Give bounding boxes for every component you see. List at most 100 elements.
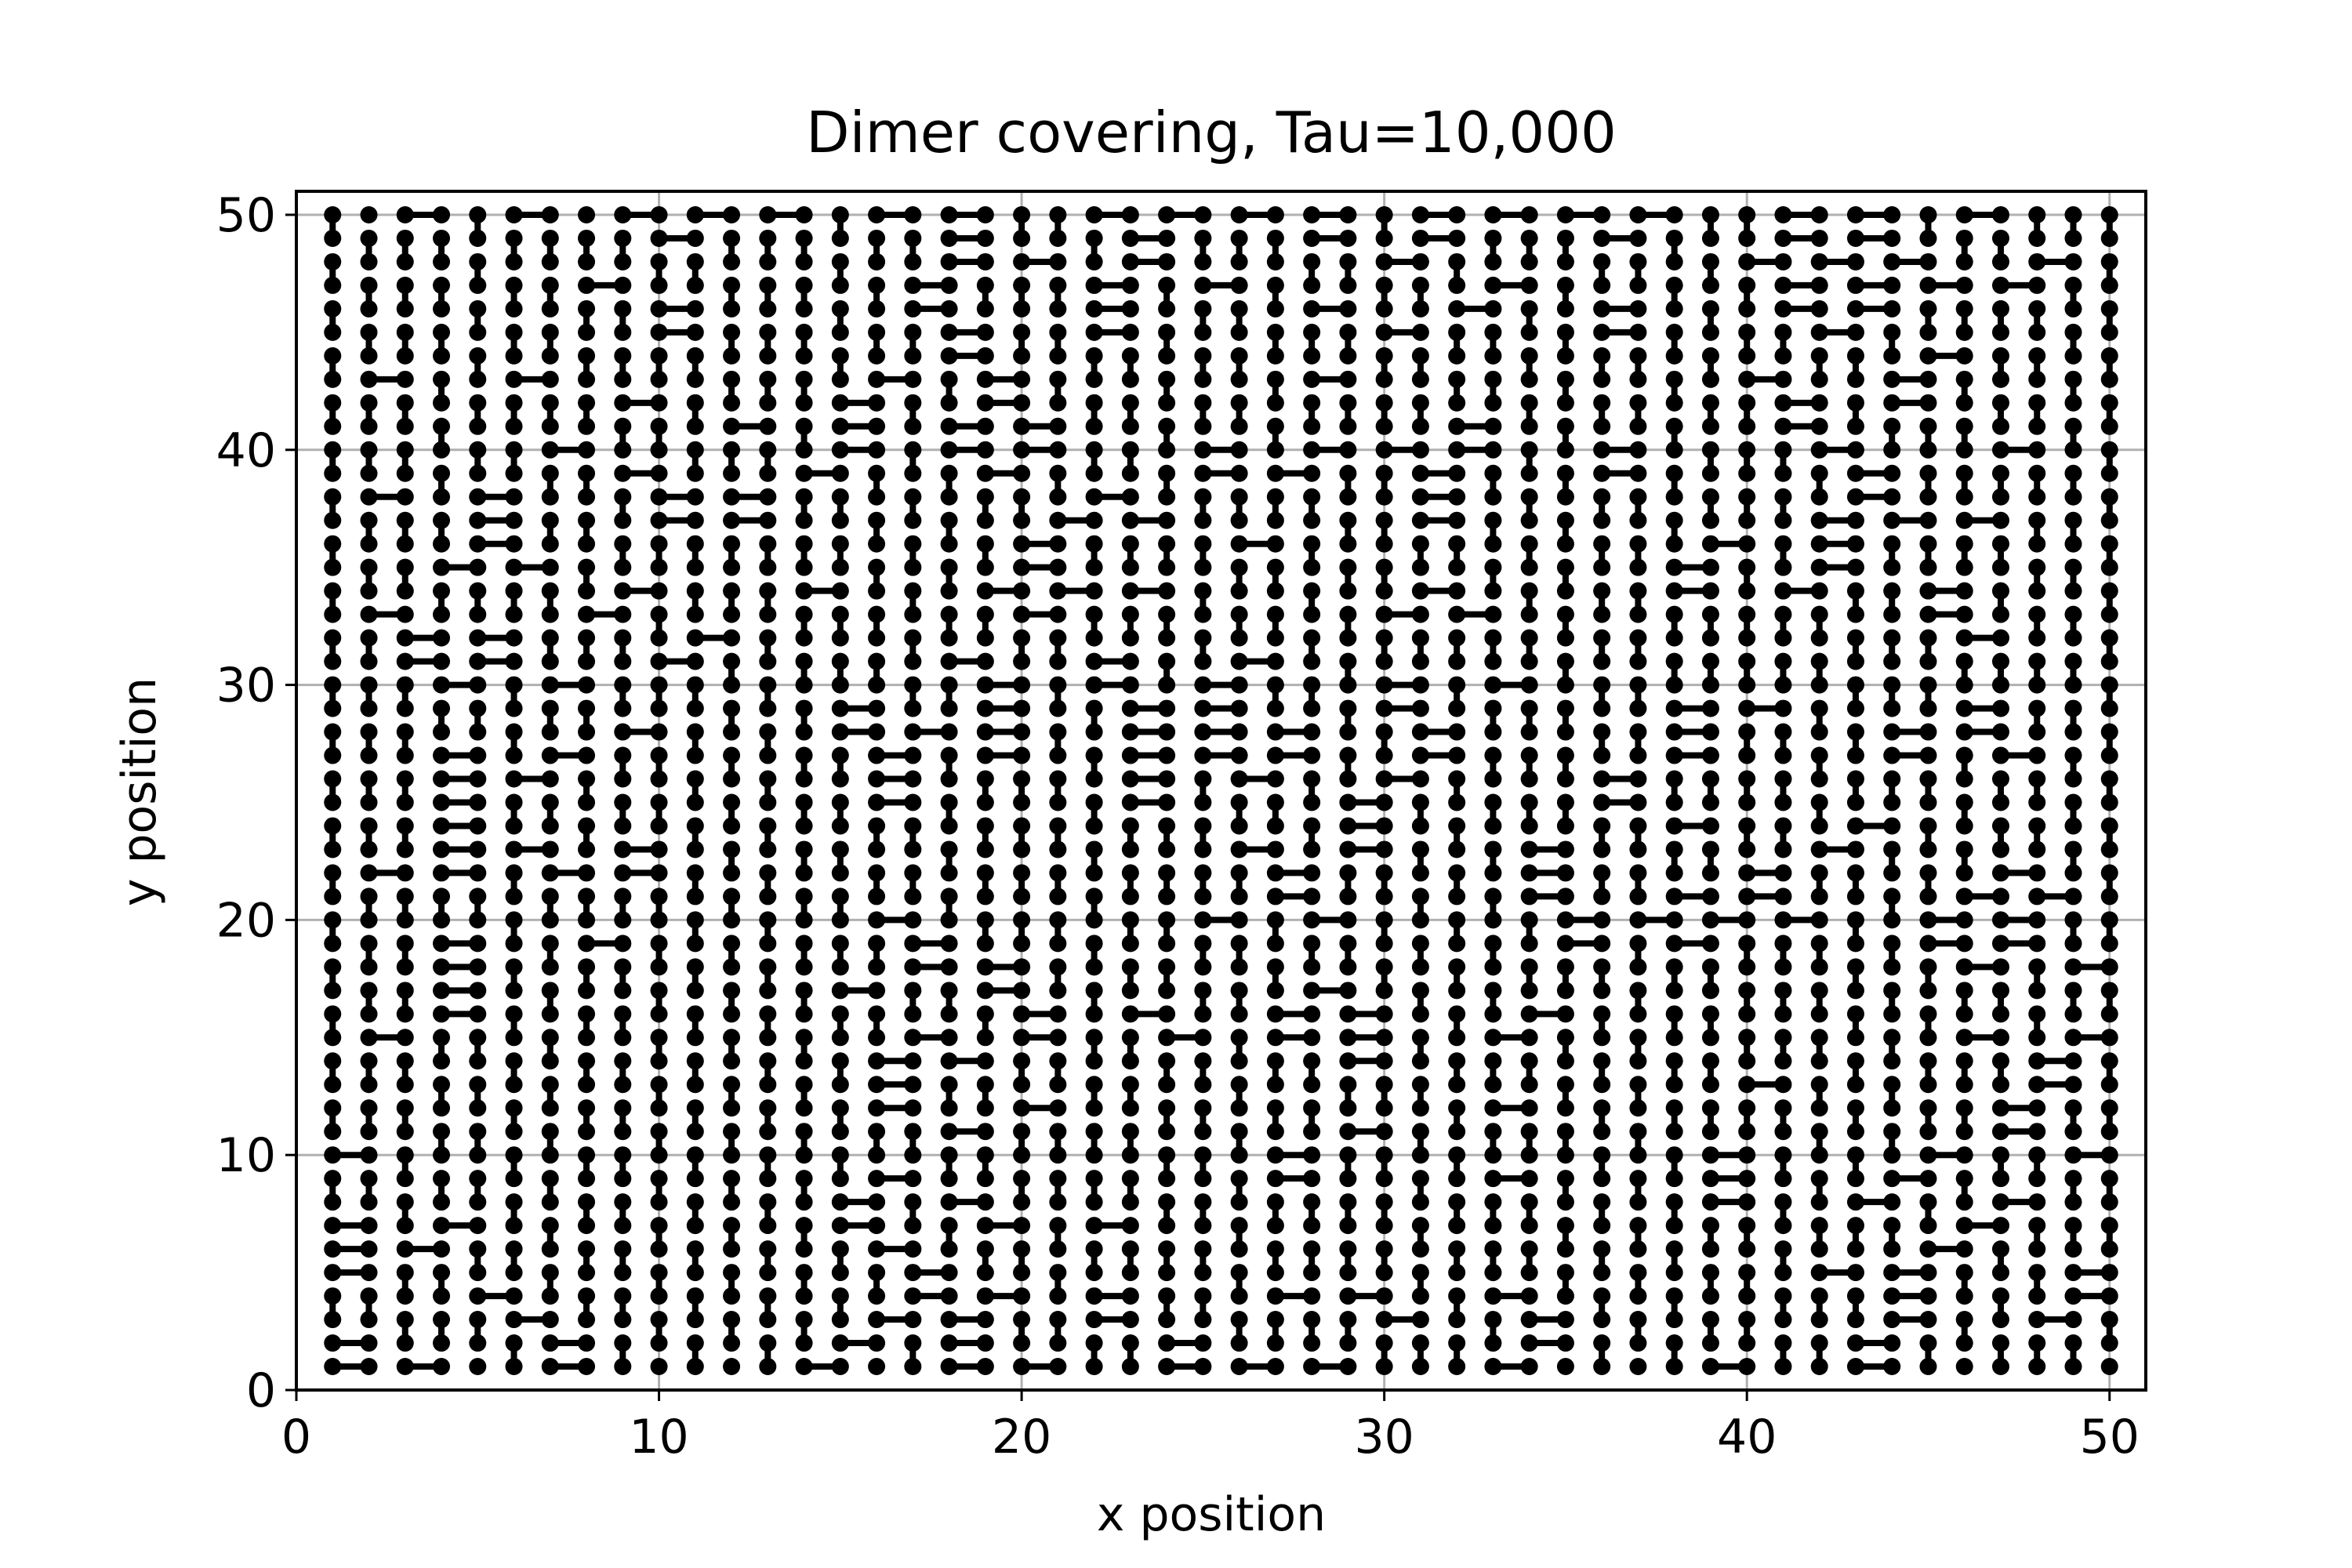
- lattice-point: [795, 1170, 813, 1188]
- lattice-point: [324, 205, 342, 223]
- lattice-point: [1049, 370, 1067, 388]
- lattice-point: [1049, 229, 1067, 247]
- lattice-point: [1665, 1264, 1683, 1282]
- lattice-point: [1339, 605, 1357, 623]
- lattice-point: [1484, 1146, 1502, 1164]
- lattice-point: [578, 1170, 596, 1188]
- lattice-point: [1013, 1240, 1031, 1258]
- lattice-point: [1991, 229, 2009, 247]
- lattice-point: [723, 1005, 741, 1023]
- lattice-point: [1738, 605, 1756, 623]
- lattice-point: [1230, 1146, 1248, 1164]
- lattice-point: [433, 394, 451, 412]
- lattice-point: [614, 982, 632, 1000]
- lattice-point: [904, 1170, 922, 1188]
- lattice-point: [1158, 1123, 1176, 1141]
- lattice-point: [1955, 1264, 1973, 1282]
- lattice-point: [1266, 558, 1284, 576]
- lattice-point: [1230, 911, 1248, 929]
- y-tick-label: 0: [246, 1363, 276, 1418]
- lattice-point: [1556, 441, 1574, 459]
- lattice-point: [1629, 1193, 1647, 1211]
- lattice-point: [1339, 511, 1357, 529]
- lattice-point: [1303, 299, 1321, 318]
- lattice-point: [795, 558, 813, 576]
- lattice-point: [1556, 347, 1574, 365]
- lattice-point: [396, 394, 414, 412]
- lattice-point: [723, 1264, 741, 1282]
- lattice-point: [1194, 276, 1212, 294]
- lattice-point: [1194, 535, 1212, 553]
- lattice-point: [1085, 1099, 1103, 1117]
- lattice-point: [831, 276, 849, 294]
- lattice-point: [686, 605, 704, 623]
- lattice-point: [2064, 511, 2082, 529]
- lattice-point: [1448, 229, 1466, 247]
- lattice-point: [1629, 394, 1647, 412]
- lattice-point: [976, 723, 994, 741]
- lattice-point: [1520, 1170, 1538, 1188]
- lattice-point: [324, 911, 342, 929]
- lattice-point: [2100, 1358, 2118, 1376]
- lattice-point: [1955, 1240, 1973, 1258]
- lattice-point: [433, 864, 451, 882]
- lattice-point: [1230, 370, 1248, 388]
- lattice-point: [324, 299, 342, 318]
- lattice-point: [2100, 323, 2118, 341]
- lattice-point: [831, 1170, 849, 1188]
- lattice-point: [1448, 1334, 1466, 1352]
- lattice-point: [2028, 1240, 2046, 1258]
- lattice-point: [1303, 676, 1321, 694]
- lattice-point: [1411, 1217, 1429, 1235]
- lattice-point: [1013, 982, 1031, 1000]
- lattice-point: [759, 1217, 777, 1235]
- lattice-point: [1121, 488, 1139, 506]
- lattice-point: [1991, 1029, 2009, 1047]
- lattice-point: [578, 1123, 596, 1141]
- lattice-point: [868, 464, 886, 482]
- lattice-point: [360, 417, 378, 435]
- lattice-point: [1121, 605, 1139, 623]
- lattice-point: [650, 864, 668, 882]
- lattice-point: [831, 1052, 849, 1070]
- lattice-point: [1411, 1099, 1429, 1117]
- lattice-point: [1629, 299, 1647, 318]
- lattice-point: [1121, 1076, 1139, 1094]
- lattice-point: [1085, 1311, 1103, 1329]
- lattice-point: [1266, 770, 1284, 788]
- lattice-point: [723, 1029, 741, 1047]
- lattice-point: [1303, 1146, 1321, 1164]
- lattice-point: [831, 229, 849, 247]
- lattice-point: [1665, 911, 1683, 929]
- lattice-point: [795, 629, 813, 647]
- lattice-point: [1049, 558, 1067, 576]
- lattice-point: [1883, 676, 1901, 694]
- lattice-point: [1738, 1170, 1756, 1188]
- lattice-point: [1738, 817, 1756, 835]
- lattice-point: [904, 276, 922, 294]
- lattice-point: [1955, 417, 1973, 435]
- lattice-point: [1738, 441, 1756, 459]
- lattice-point: [940, 1217, 958, 1235]
- lattice-point: [1593, 605, 1611, 623]
- lattice-point: [541, 1099, 559, 1117]
- lattice-point: [1375, 699, 1393, 717]
- lattice-point: [2028, 535, 2046, 553]
- lattice-point: [759, 1170, 777, 1188]
- lattice-point: [1049, 535, 1067, 553]
- lattice-point: [723, 723, 741, 741]
- lattice-point: [686, 887, 704, 906]
- lattice-point: [1230, 958, 1248, 976]
- lattice-point: [723, 1334, 741, 1352]
- lattice-point: [1303, 1264, 1321, 1282]
- lattice-point: [868, 1005, 886, 1023]
- lattice-point: [1158, 1029, 1176, 1047]
- lattice-point: [723, 1170, 741, 1188]
- lattice-point: [1158, 535, 1176, 553]
- lattice-point: [976, 982, 994, 1000]
- lattice-point: [505, 417, 523, 435]
- lattice-point: [1593, 723, 1611, 741]
- lattice-point: [2028, 558, 2046, 576]
- lattice-point: [1810, 276, 1828, 294]
- lattice-point: [2100, 793, 2118, 811]
